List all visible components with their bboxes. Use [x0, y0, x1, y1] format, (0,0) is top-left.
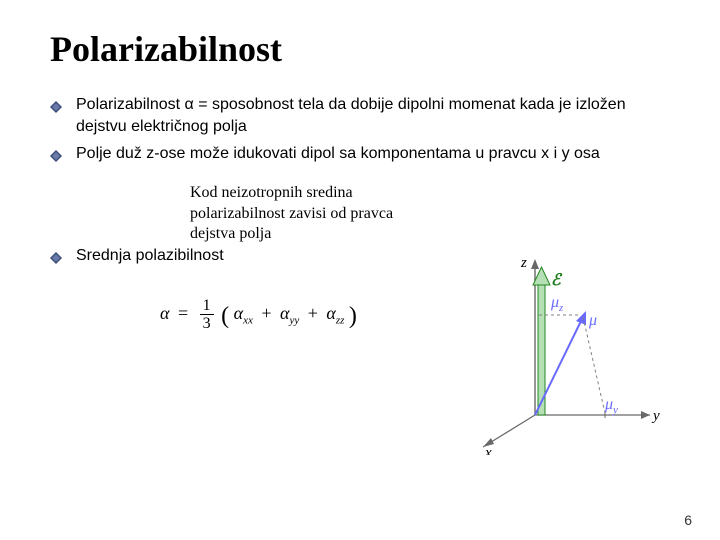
mu-z-label: μz: [550, 294, 564, 314]
diamond-icon: [50, 147, 62, 159]
numerator: 1: [200, 297, 214, 316]
bullet-text: Srednja polazibilnost: [76, 247, 224, 264]
equals: =: [178, 303, 188, 323]
page-number: 6: [684, 512, 692, 528]
term1: αxx: [234, 303, 253, 323]
z-label: z: [520, 255, 527, 271]
diamond-icon: [50, 98, 62, 110]
field-label: ℰ: [551, 272, 563, 289]
denominator: 3: [200, 315, 214, 333]
term3: αzz: [326, 303, 344, 323]
bullet-text: Polarizabilnost α = sposobnost tela da d…: [76, 96, 626, 135]
page-title: Polarizabilnost: [50, 28, 670, 70]
bullet-item-2: Polje duž z-ose može idukovati dipol sa …: [50, 143, 670, 165]
y-label: y: [651, 408, 660, 424]
plus: +: [261, 303, 271, 323]
note-text: Kod neizotropnih sredina polarizabilnost…: [190, 183, 420, 245]
fraction: 1 3: [200, 297, 214, 333]
bullet-text: Polje duž z-ose može idukovati dipol sa …: [76, 145, 600, 162]
close-paren: ): [349, 303, 357, 329]
axis-diagram: x y z ℰ μ μz μy: [455, 245, 675, 455]
mu-label: μ: [588, 312, 597, 329]
mu-y-label: μy: [604, 396, 618, 416]
diamond-icon: [50, 249, 62, 261]
open-paren: (: [221, 303, 229, 329]
bullet-list: Polarizabilnost α = sposobnost tela da d…: [50, 94, 670, 165]
term2: αyy: [280, 303, 299, 323]
plus: +: [308, 303, 318, 323]
bullet-item-1: Polarizabilnost α = sposobnost tela da d…: [50, 94, 670, 137]
x-label: x: [484, 445, 492, 455]
alpha-symbol: α: [160, 303, 169, 323]
